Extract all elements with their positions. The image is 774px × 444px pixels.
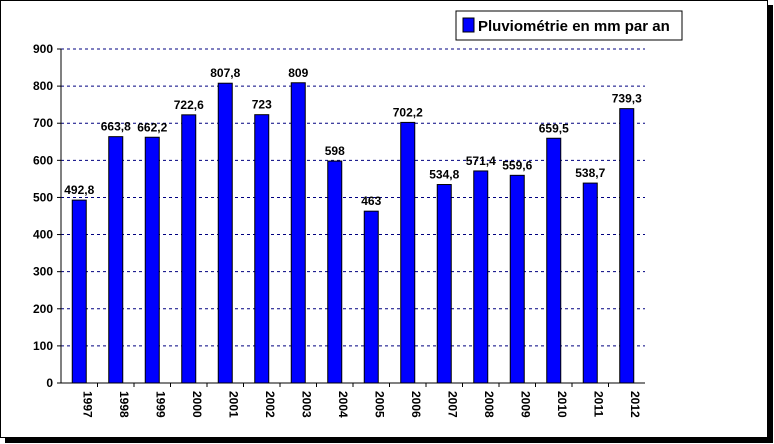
bar xyxy=(181,114,197,384)
data-label: 807,8 xyxy=(210,66,240,80)
bar xyxy=(363,210,379,384)
bar xyxy=(108,136,124,384)
data-label: 559,6 xyxy=(502,158,532,172)
bar xyxy=(473,170,489,384)
data-label: 809 xyxy=(288,66,308,80)
y-tick-label: 500 xyxy=(33,190,53,204)
x-tick-label: 2007 xyxy=(445,391,459,418)
y-tick-label: 300 xyxy=(33,265,53,279)
legend-box xyxy=(455,10,683,41)
y-tick-label: 100 xyxy=(33,339,53,353)
y-tick-label: 0 xyxy=(46,376,53,390)
bar xyxy=(290,82,306,384)
y-tick-label: 900 xyxy=(33,42,53,56)
legend-label: Pluviométrie en mm par an xyxy=(478,18,670,35)
bar xyxy=(327,160,343,384)
bar xyxy=(509,174,525,384)
chart-frame xyxy=(0,0,768,438)
x-tick-label: 2011 xyxy=(591,391,605,417)
x-tick-label: 2012 xyxy=(628,391,642,418)
data-label: 662,2 xyxy=(137,120,167,134)
data-label: 722,6 xyxy=(174,98,204,112)
x-tick-label: 1999 xyxy=(153,391,167,418)
x-tick-label: 2005 xyxy=(372,391,386,418)
bar xyxy=(71,199,87,384)
bar xyxy=(400,121,416,384)
y-tick-label: 700 xyxy=(33,116,53,130)
data-label: 534,8 xyxy=(429,168,459,182)
data-label: 492,8 xyxy=(64,183,94,197)
y-tick-label: 600 xyxy=(33,153,53,167)
plot-area: 0 100 200 300 400 500 600 700 800 900 492,8 1997 663… xyxy=(33,42,645,418)
bar xyxy=(144,136,160,384)
x-tick-label: 2003 xyxy=(299,391,313,418)
data-label: 663,8 xyxy=(101,120,131,134)
x-tick-label: 1997 xyxy=(80,391,94,418)
data-label: 739,3 xyxy=(612,92,642,106)
legend: Pluviométrie en mm par an xyxy=(455,10,683,41)
bar xyxy=(619,108,635,384)
bar xyxy=(217,82,233,384)
x-tick-label: 2006 xyxy=(409,391,423,418)
x-tick-label: 2010 xyxy=(555,391,569,418)
x-tick-label: 2004 xyxy=(336,391,350,418)
x-tick-label: 2009 xyxy=(518,391,532,418)
x-tick-label: 2008 xyxy=(482,391,496,418)
x-tick-label: 2002 xyxy=(263,391,277,418)
data-label: 659,5 xyxy=(539,121,569,135)
x-tick-label: 2001 xyxy=(226,391,240,418)
data-label: 702,2 xyxy=(393,105,423,119)
data-label: 598 xyxy=(325,144,345,158)
data-label: 723 xyxy=(252,98,272,112)
bar xyxy=(254,114,270,384)
data-label: 571,4 xyxy=(466,154,496,168)
x-tick-label: 2000 xyxy=(190,391,204,418)
bar xyxy=(582,182,598,384)
y-tick-label: 200 xyxy=(33,302,53,316)
data-label: 538,7 xyxy=(575,166,605,180)
bar xyxy=(436,184,452,384)
y-tick-label: 400 xyxy=(33,228,53,242)
data-label: 463 xyxy=(361,194,381,208)
y-tick-label: 800 xyxy=(33,79,53,93)
legend-swatch xyxy=(462,17,475,33)
x-tick-label: 1998 xyxy=(117,391,131,418)
bar xyxy=(546,137,562,384)
